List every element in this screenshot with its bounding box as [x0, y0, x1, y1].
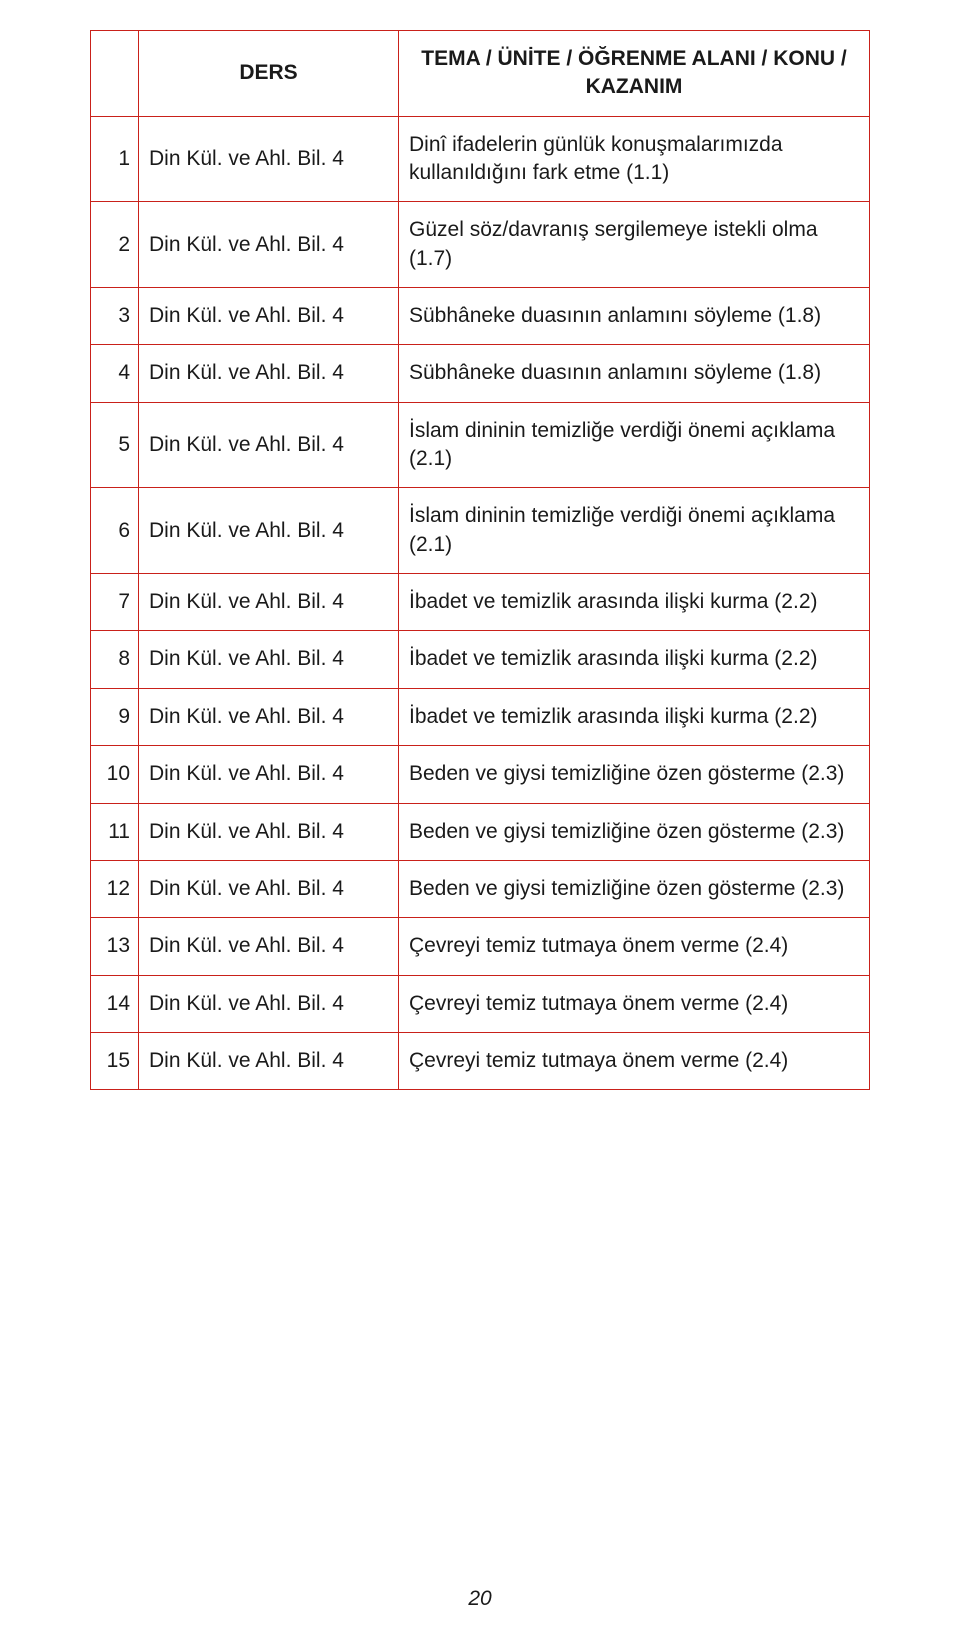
table-row: 5Din Kül. ve Ahl. Bil. 4İslam dininin te… [91, 402, 870, 488]
row-tema: İbadet ve temizlik arasında ilişki kurma… [399, 688, 870, 745]
row-number: 15 [91, 1032, 139, 1089]
row-tema: Çevreyi temiz tutmaya önem verme (2.4) [399, 1032, 870, 1089]
row-number: 10 [91, 746, 139, 803]
row-tema: Beden ve giysi temizliğine özen gösterme… [399, 803, 870, 860]
row-number: 4 [91, 345, 139, 402]
row-number: 9 [91, 688, 139, 745]
row-number: 5 [91, 402, 139, 488]
row-tema: İbadet ve temizlik arasında ilişki kurma… [399, 631, 870, 688]
header-tema: TEMA / ÜNİTE / ÖĞRENME ALANI / KONU / KA… [399, 31, 870, 117]
row-ders: Din Kül. ve Ahl. Bil. 4 [139, 746, 399, 803]
row-number: 8 [91, 631, 139, 688]
table-row: 2Din Kül. ve Ahl. Bil. 4Güzel söz/davran… [91, 202, 870, 288]
page-number: 20 [0, 1587, 960, 1611]
row-number: 2 [91, 202, 139, 288]
row-tema: İslam dininin temizliğe verdiği önemi aç… [399, 488, 870, 574]
row-ders: Din Kül. ve Ahl. Bil. 4 [139, 688, 399, 745]
table-header-row: DERS TEMA / ÜNİTE / ÖĞRENME ALANI / KONU… [91, 31, 870, 117]
row-number: 6 [91, 488, 139, 574]
row-tema: Dinî ifadelerin günlük konuşmalarımızda … [399, 116, 870, 202]
row-ders: Din Kül. ve Ahl. Bil. 4 [139, 918, 399, 975]
row-ders: Din Kül. ve Ahl. Bil. 4 [139, 345, 399, 402]
row-tema: İslam dininin temizliğe verdiği önemi aç… [399, 402, 870, 488]
row-ders: Din Kül. ve Ahl. Bil. 4 [139, 202, 399, 288]
row-ders: Din Kül. ve Ahl. Bil. 4 [139, 116, 399, 202]
row-number: 11 [91, 803, 139, 860]
page: DERS TEMA / ÜNİTE / ÖĞRENME ALANI / KONU… [0, 0, 960, 1651]
row-tema: Sübhâneke duasının anlamını söyleme (1.8… [399, 345, 870, 402]
row-ders: Din Kül. ve Ahl. Bil. 4 [139, 488, 399, 574]
table-row: 4Din Kül. ve Ahl. Bil. 4Sübhâneke duasın… [91, 345, 870, 402]
row-number: 3 [91, 288, 139, 345]
row-tema: Beden ve giysi temizliğine özen gösterme… [399, 746, 870, 803]
row-ders: Din Kül. ve Ahl. Bil. 4 [139, 1032, 399, 1089]
row-tema: Sübhâneke duasının anlamını söyleme (1.8… [399, 288, 870, 345]
table-row: 8Din Kül. ve Ahl. Bil. 4İbadet ve temizl… [91, 631, 870, 688]
row-number: 14 [91, 975, 139, 1032]
row-ders: Din Kül. ve Ahl. Bil. 4 [139, 402, 399, 488]
header-ders: DERS [139, 31, 399, 117]
table-row: 12Din Kül. ve Ahl. Bil. 4Beden ve giysi … [91, 860, 870, 917]
row-number: 12 [91, 860, 139, 917]
row-ders: Din Kül. ve Ahl. Bil. 4 [139, 574, 399, 631]
table-row: 13Din Kül. ve Ahl. Bil. 4Çevreyi temiz t… [91, 918, 870, 975]
row-ders: Din Kül. ve Ahl. Bil. 4 [139, 631, 399, 688]
table-row: 7Din Kül. ve Ahl. Bil. 4İbadet ve temizl… [91, 574, 870, 631]
row-tema: Çevreyi temiz tutmaya önem verme (2.4) [399, 975, 870, 1032]
row-tema: Çevreyi temiz tutmaya önem verme (2.4) [399, 918, 870, 975]
table-row: 6Din Kül. ve Ahl. Bil. 4İslam dininin te… [91, 488, 870, 574]
table-row: 14Din Kül. ve Ahl. Bil. 4Çevreyi temiz t… [91, 975, 870, 1032]
table-row: 9Din Kül. ve Ahl. Bil. 4İbadet ve temizl… [91, 688, 870, 745]
table-row: 11Din Kül. ve Ahl. Bil. 4Beden ve giysi … [91, 803, 870, 860]
row-number: 13 [91, 918, 139, 975]
table-row: 15Din Kül. ve Ahl. Bil. 4Çevreyi temiz t… [91, 1032, 870, 1089]
row-ders: Din Kül. ve Ahl. Bil. 4 [139, 860, 399, 917]
header-empty [91, 31, 139, 117]
row-number: 7 [91, 574, 139, 631]
row-tema: Güzel söz/davranış sergilemeye istekli o… [399, 202, 870, 288]
curriculum-table: DERS TEMA / ÜNİTE / ÖĞRENME ALANI / KONU… [90, 30, 870, 1090]
table-body: 1Din Kül. ve Ahl. Bil. 4Dinî ifadelerin … [91, 116, 870, 1090]
row-ders: Din Kül. ve Ahl. Bil. 4 [139, 288, 399, 345]
row-ders: Din Kül. ve Ahl. Bil. 4 [139, 803, 399, 860]
row-tema: Beden ve giysi temizliğine özen gösterme… [399, 860, 870, 917]
row-ders: Din Kül. ve Ahl. Bil. 4 [139, 975, 399, 1032]
table-row: 10Din Kül. ve Ahl. Bil. 4Beden ve giysi … [91, 746, 870, 803]
row-number: 1 [91, 116, 139, 202]
table-row: 1Din Kül. ve Ahl. Bil. 4Dinî ifadelerin … [91, 116, 870, 202]
table-row: 3Din Kül. ve Ahl. Bil. 4Sübhâneke duasın… [91, 288, 870, 345]
row-tema: İbadet ve temizlik arasında ilişki kurma… [399, 574, 870, 631]
